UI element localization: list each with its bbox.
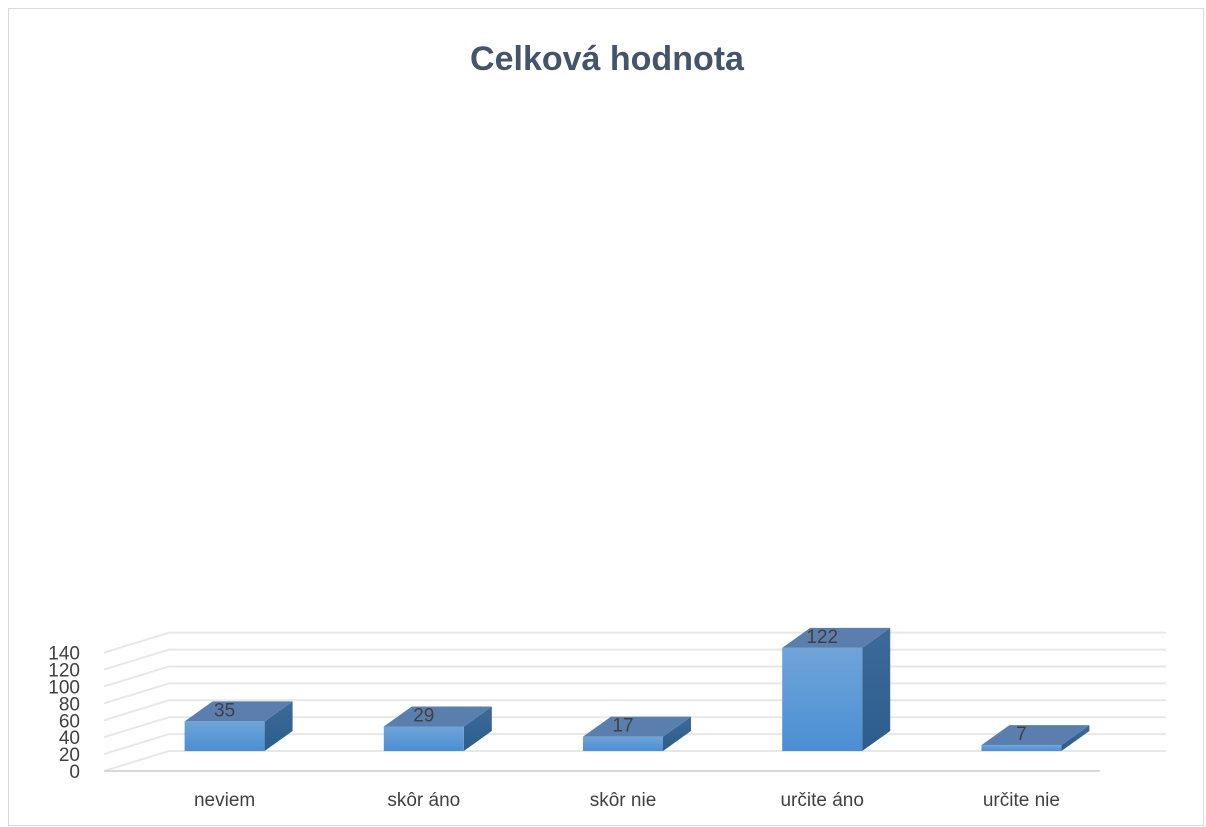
bar: [383, 706, 492, 751]
bar: [782, 627, 891, 751]
bar: [981, 725, 1090, 751]
bar-front: [583, 736, 663, 751]
category-label: určite áno: [780, 790, 863, 811]
bar-front: [981, 745, 1062, 751]
bar-side: [264, 701, 293, 751]
category-label: neviem: [194, 790, 255, 811]
bar-side: [862, 627, 891, 751]
bar: [583, 716, 691, 751]
bar-side: [463, 706, 492, 751]
data-label: 17: [612, 716, 633, 737]
y-tick-label: 60: [59, 711, 80, 732]
data-label: 7: [1016, 724, 1027, 745]
y-tick-label: 100: [48, 677, 80, 698]
data-label: 122: [806, 627, 838, 648]
bar-top: [981, 725, 1090, 746]
bar-front: [184, 721, 265, 751]
y-tick-label: 40: [59, 728, 80, 749]
bar: [184, 701, 293, 751]
chart-frame: [8, 8, 1204, 826]
bars: [184, 627, 1090, 751]
gridline: [103, 750, 1166, 772]
bar-top: [383, 706, 492, 727]
data-labels: 35 29 17 122 7: [214, 627, 1027, 745]
bar-side: [663, 716, 691, 751]
chart-title: Celková hodnota: [470, 40, 745, 78]
bar-side: [1061, 725, 1090, 751]
data-label: 35: [214, 700, 235, 721]
data-label: 29: [413, 705, 434, 726]
category-label: skôr nie: [590, 790, 657, 811]
y-tick-label: 0: [69, 762, 80, 783]
y-tick-label: 80: [59, 694, 80, 715]
bar-front: [782, 647, 863, 751]
y-tick-label: 140: [48, 644, 80, 665]
category-label: skôr áno: [387, 790, 460, 811]
x-axis-categories: neviem skôr áno skôr nie určite áno určite n…: [194, 790, 1060, 811]
y-tick-label: 120: [48, 661, 80, 682]
category-label: určite nie: [983, 790, 1060, 811]
bar-top: [782, 627, 891, 648]
bar-front: [383, 726, 464, 751]
bar-top: [184, 701, 293, 722]
bar-top: [583, 716, 691, 737]
y-tick-label: 20: [59, 745, 80, 766]
